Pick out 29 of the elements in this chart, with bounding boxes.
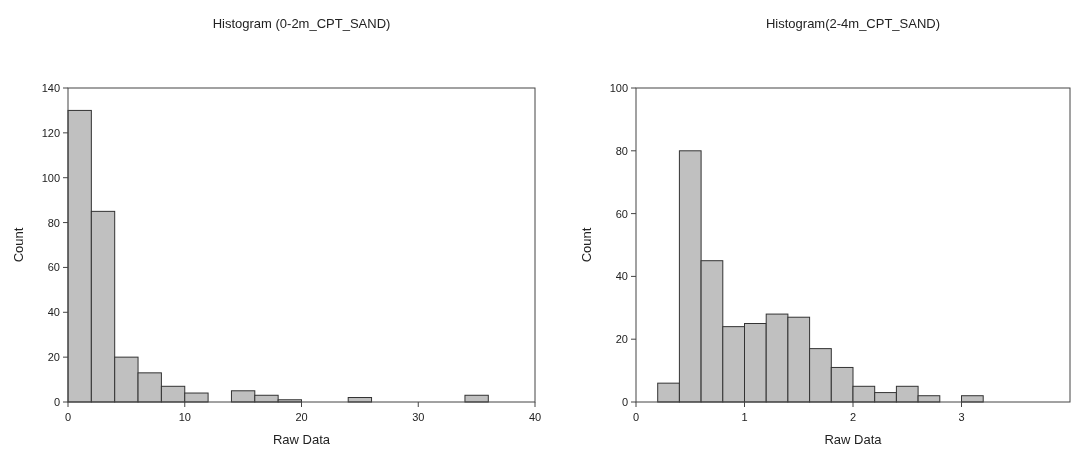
y-tick-label: 40 (615, 270, 628, 283)
y-axis-title: Count (579, 227, 594, 263)
y-tick-label: 100 (41, 171, 60, 184)
y-tick-label: 140 (41, 82, 60, 94)
y-tick-label: 20 (47, 351, 60, 364)
y-tick-label: 120 (41, 126, 60, 139)
y-tick-label: 0 (621, 396, 628, 408)
y-tick-label: 80 (47, 216, 60, 229)
y-tick-label: 20 (615, 333, 628, 346)
y-axis-title: Count (11, 227, 26, 263)
x-tick-label: 0 (632, 411, 640, 423)
y-tick-label: 100 (609, 82, 628, 94)
y-tick-label: 40 (47, 306, 60, 319)
x-tick-label: 40 (528, 411, 542, 423)
x-tick-label: 3 (958, 411, 965, 423)
chart-title: Histogram(2-4m_CPT_SAND) (765, 16, 941, 31)
x-tick-label: 20 (295, 411, 308, 423)
y-tick-label: 60 (47, 261, 60, 274)
x-tick-label: 1 (741, 411, 748, 423)
x-axis-title: Raw Data (824, 432, 883, 447)
x-axis-title: Raw Data (272, 432, 331, 447)
x-tick-label: 0 (64, 411, 72, 423)
x-tick-label: 30 (412, 411, 425, 423)
y-tick-label: 80 (615, 144, 628, 157)
x-tick-label: 2 (849, 411, 857, 423)
x-tick-label: 10 (178, 411, 191, 423)
y-tick-label: 60 (615, 207, 628, 220)
y-tick-label: 0 (53, 396, 60, 408)
chart-title: Histogram (0-2m_CPT_SAND) (212, 16, 391, 31)
